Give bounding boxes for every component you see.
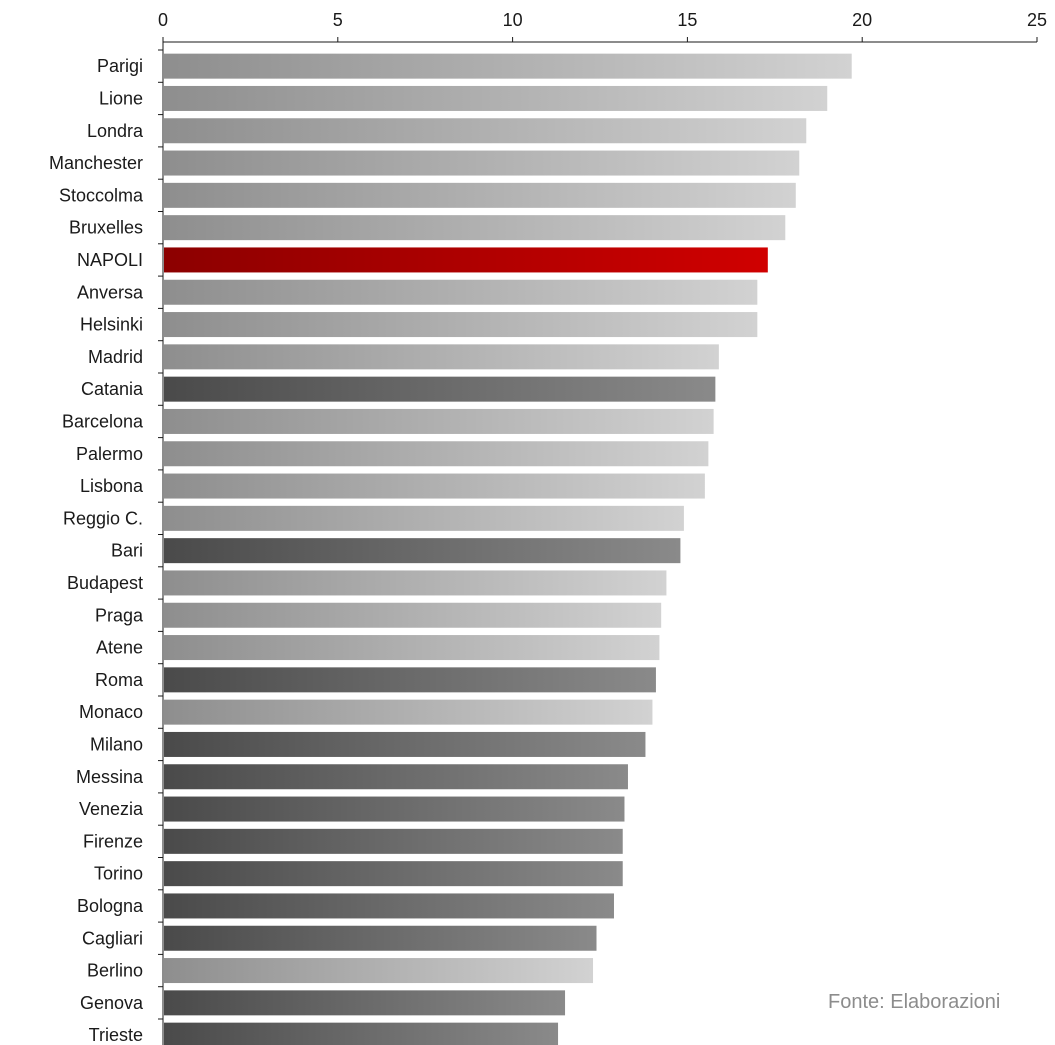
category-label: Stoccolma	[59, 185, 144, 205]
bar-anversa	[164, 279, 758, 305]
x-tick-label: 10	[503, 10, 523, 30]
category-label: Genova	[80, 993, 144, 1013]
category-label: Torino	[94, 864, 143, 884]
x-tick-label: 15	[677, 10, 697, 30]
bar-bruxelles	[164, 215, 786, 241]
bar-bologna	[164, 893, 614, 919]
category-label: Trieste	[89, 1025, 143, 1045]
category-label: Atene	[96, 638, 143, 658]
category-label: Parigi	[97, 56, 143, 76]
bar-genova	[164, 990, 566, 1016]
bar-budapest	[164, 570, 667, 596]
category-label: Firenze	[83, 831, 143, 851]
category-label: NAPOLI	[77, 250, 143, 270]
bar-firenze	[164, 828, 623, 854]
bar-reggio-c	[164, 505, 684, 531]
bar-lione	[164, 85, 828, 111]
bars	[164, 53, 852, 1045]
category-label: Manchester	[49, 153, 143, 173]
bar-manchester	[164, 150, 800, 176]
bar-bari	[164, 538, 681, 564]
bar-stoccolma	[164, 182, 796, 208]
bar-roma	[164, 667, 656, 693]
x-axis: 0 5 10 15 20 25	[158, 10, 1047, 1045]
x-tick-label: 20	[852, 10, 872, 30]
category-label: Monaco	[79, 702, 143, 722]
category-label: Berlino	[87, 961, 143, 981]
category-label: Madrid	[88, 347, 143, 367]
bar-madrid	[164, 344, 719, 370]
category-label: Cagliari	[82, 928, 143, 948]
bar-milano	[164, 731, 646, 757]
category-label: Londra	[87, 121, 144, 141]
bar-catania	[164, 376, 716, 402]
category-label: Anversa	[77, 282, 144, 302]
category-label: Roma	[95, 670, 144, 690]
bar-cagliari	[164, 925, 597, 951]
category-labels: Parigi Lione Londra Manchester Stoccolma Brux…	[49, 49, 163, 1045]
category-label: Messina	[76, 767, 144, 787]
x-tick-label: 25	[1027, 10, 1047, 30]
bar-atene	[164, 635, 660, 661]
category-label: Reggio C.	[63, 508, 143, 528]
bar-trieste	[164, 1022, 559, 1045]
bar-messina	[164, 764, 628, 790]
bar-londra	[164, 118, 807, 144]
bar-torino	[164, 861, 623, 887]
bar-palermo	[164, 441, 709, 467]
category-label: Bari	[111, 541, 143, 561]
bar-barcelona	[164, 408, 714, 434]
category-label: Praga	[95, 605, 144, 625]
category-label: Palermo	[76, 444, 143, 464]
category-label: Lisbona	[80, 476, 144, 496]
bar-berlino	[164, 958, 594, 984]
bar-parigi	[164, 53, 852, 79]
category-label: Barcelona	[62, 411, 144, 431]
category-label: Budapest	[67, 573, 143, 593]
category-label: Bologna	[77, 896, 144, 916]
bar-helsinki	[164, 312, 758, 338]
category-label: Milano	[90, 734, 143, 754]
category-label: Venezia	[79, 799, 144, 819]
category-label: Catania	[81, 379, 144, 399]
source-note: Fonte: Elaborazioni	[828, 991, 1000, 1013]
x-tick-label: 0	[158, 10, 168, 30]
bar-lisbona	[164, 473, 705, 499]
bar-monaco	[164, 699, 653, 725]
category-label: Helsinki	[80, 315, 143, 335]
x-tick-label: 5	[333, 10, 343, 30]
category-label: Lione	[99, 88, 143, 108]
bar-napoli	[164, 247, 768, 273]
category-label: Bruxelles	[69, 218, 143, 238]
bar-praga	[164, 602, 662, 628]
bar-venezia	[164, 796, 625, 822]
